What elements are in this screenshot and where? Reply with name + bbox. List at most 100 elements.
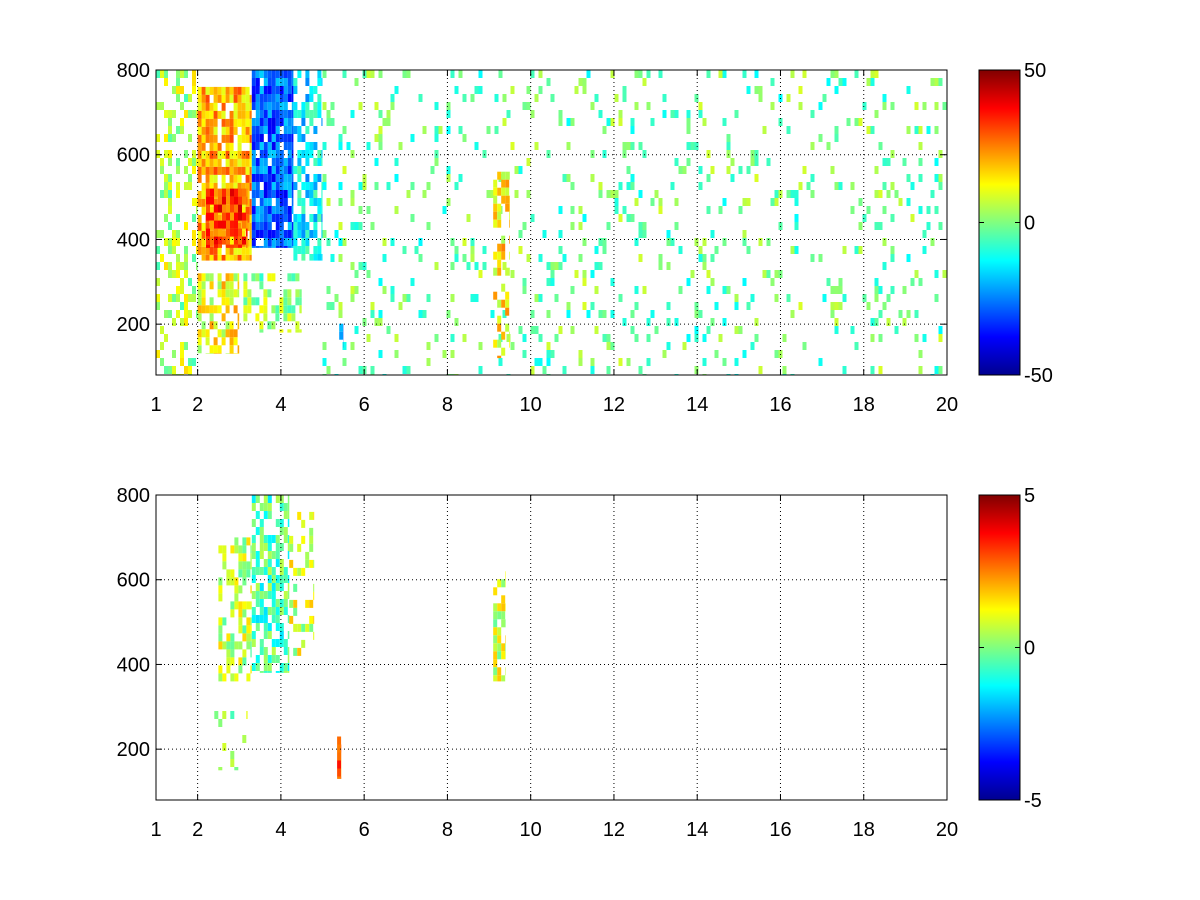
heatmap-cell [196,206,198,214]
heatmap-cell [255,615,260,623]
heatmap-cell [213,254,218,261]
heatmap-cell [394,350,399,358]
heatmap-cell [321,198,323,206]
heatmap-cell [882,102,887,110]
heatmap-cell [279,182,284,190]
heatmap-cell [582,302,587,310]
heatmap-cell [694,302,699,310]
heatmap-cell [493,667,498,676]
heatmap-cell [497,187,502,196]
heatmap-cell [221,86,226,95]
heatmap-cell [271,583,276,591]
heatmap-cell [206,204,210,213]
heatmap-cell [156,262,160,270]
heatmap-cell [229,254,234,261]
heatmap-cell [233,174,238,183]
heatmap-cell [201,321,206,330]
heatmap-cell [482,150,487,158]
heatmap-cell [168,262,172,270]
heatmap-cell [634,238,639,246]
heatmap-cell [638,190,643,198]
heatmap-cell [882,206,887,214]
heatmap-cell [255,166,260,174]
heatmap-cell [610,310,615,318]
heatmap-cell [474,294,479,302]
heatmap-cell [241,118,246,127]
heatmap-cell [188,366,192,374]
heatmap-cell [374,158,379,166]
heatmap-cell [197,86,202,95]
heatmap-cell [218,196,222,205]
heatmap-cell [297,70,302,78]
heatmap-cell [291,158,294,166]
heatmap-cell [271,567,276,575]
heatmap-cell [246,228,248,237]
heatmap-cell [338,222,343,230]
heatmap-cell [550,278,555,286]
heatmap-cell [238,625,243,634]
heatmap-cell [505,267,510,276]
heatmap-cell [275,495,280,503]
heatmap-cell [229,110,234,119]
heatmap-cell [233,273,238,282]
heatmap-cell [794,246,799,254]
heatmap-cell [926,206,931,214]
heatmap-cell [226,212,230,221]
heatmap-cell [390,294,395,302]
heatmap-cell [259,647,264,655]
heatmap-cell [874,278,879,286]
heatmap-cell [237,118,242,127]
heatmap-cell [267,495,272,503]
heatmap-cell [229,246,234,255]
colorbar-tick-label: 50 [1024,60,1046,82]
heatmap-cell [168,110,172,118]
heatmap-cell [301,102,306,110]
heatmap-cell [238,545,243,554]
heatmap-cell [337,752,342,761]
heatmap-cell [197,214,202,223]
heatmap-cell [164,70,168,78]
heatmap-cell [754,150,759,158]
heatmap-cell [226,188,230,197]
heatmap-cell [501,235,506,244]
heatmap-cell [501,299,506,308]
heatmap-cell [196,262,198,270]
heatmap-cell [255,102,260,110]
heatmap-cell [326,110,331,118]
heatmap-cell [317,70,322,78]
heatmap-cell [890,246,895,254]
heatmap-cell [242,236,246,245]
heatmap-cell [214,220,218,229]
heatmap-cell [192,110,196,118]
heatmap-cell [450,238,455,246]
heatmap-cell [255,182,260,190]
heatmap-cell [658,262,663,270]
heatmap-cell [267,289,272,298]
heatmap-cell [878,190,883,198]
heatmap-cell [293,110,298,118]
heatmap-cell [251,206,256,214]
x-tick-label: 8 [442,819,453,841]
heatmap-cell [586,70,591,78]
heatmap-cell [225,166,230,175]
heatmap-cell [402,366,407,374]
heatmap-cell [263,222,268,230]
heatmap-cell [217,158,222,167]
heatmap-cell [297,543,302,552]
heatmap-cell [241,94,246,103]
heatmap-cell [263,647,268,655]
heatmap-cell [297,246,302,254]
heatmap-cell [509,251,510,260]
heatmap-cell [233,126,238,135]
heatmap-cell [221,166,226,175]
heatmap-cell [666,238,671,246]
heatmap-cell [301,182,306,190]
heatmap-cell [283,289,288,298]
heatmap-cell [238,196,242,205]
heatmap-cell [378,134,383,142]
heatmap-cell [241,150,246,159]
heatmap-cell [497,259,502,268]
heatmap-cell [291,190,294,198]
bottom-colorbar-ticks: 50-5 [979,485,1042,812]
heatmap-cell [255,246,260,248]
